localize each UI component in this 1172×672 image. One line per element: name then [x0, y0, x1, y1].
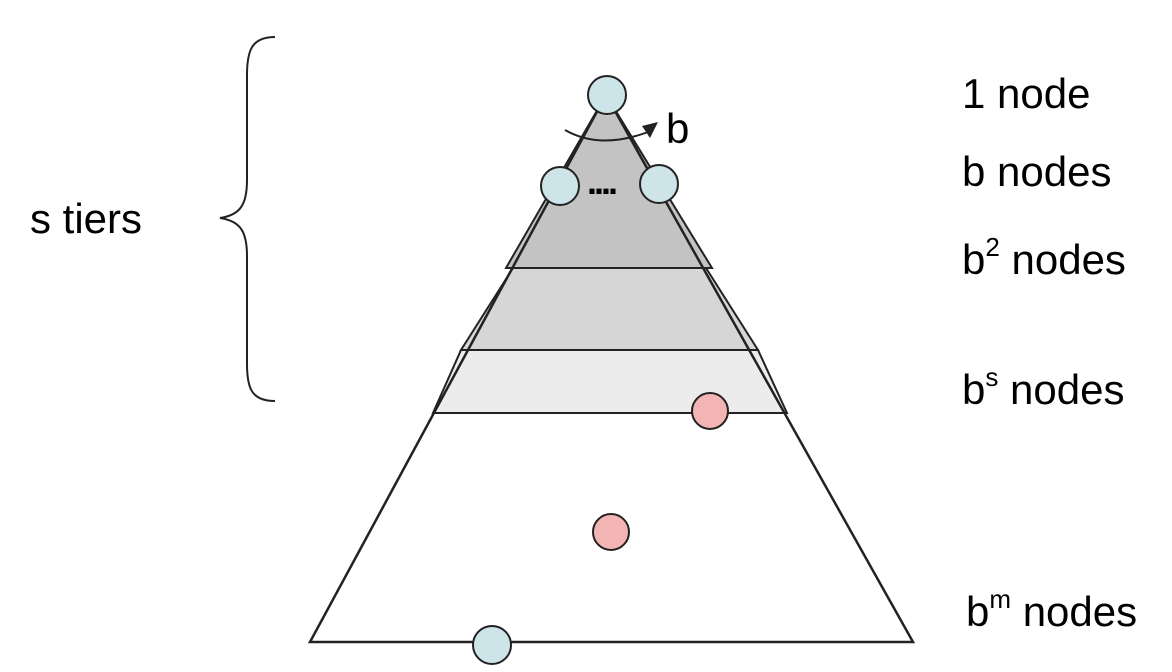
leaf-node	[472, 625, 512, 665]
level-label-1: 1 node	[962, 70, 1090, 117]
level-label-2: b nodes	[962, 148, 1111, 195]
child-node-right	[639, 164, 679, 204]
level-label-4: bs nodes	[962, 362, 1124, 413]
root-node	[587, 75, 627, 115]
arrow-head-icon	[642, 122, 658, 138]
tier-band-light	[431, 349, 789, 414]
level-label-5: bm nodes	[966, 584, 1137, 635]
level-label-3: b2 nodes	[962, 232, 1126, 283]
tiers-label: s tiers	[30, 195, 142, 242]
ellipsis-dots: ....	[587, 161, 616, 202]
branch-arc	[564, 129, 649, 142]
tree-outline	[307, 92, 916, 644]
child-node-left	[540, 166, 580, 206]
tiers-brace	[219, 36, 276, 402]
goal-node-deep	[592, 513, 630, 551]
goal-node-shallow	[691, 392, 729, 430]
branch-label: b	[666, 105, 689, 152]
